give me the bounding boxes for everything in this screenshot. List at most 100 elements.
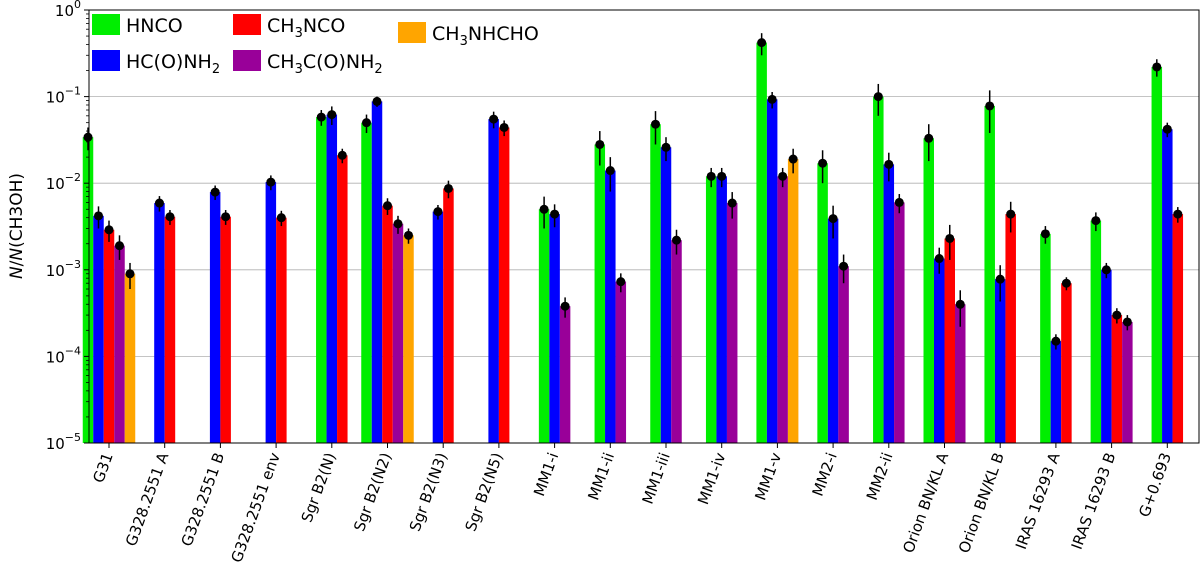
data-point — [884, 159, 894, 169]
error-bars — [83, 33, 1183, 350]
bar-hc-o-nh2 — [549, 214, 560, 443]
data-point — [1112, 310, 1122, 320]
data-point — [115, 241, 124, 251]
legend-label: HNCO — [126, 15, 183, 37]
x-tick-label: MM2-i — [809, 450, 841, 498]
data-point — [1101, 265, 1111, 275]
bar-hc-o-nh2 — [1050, 341, 1062, 443]
bar-hc-o-nh2 — [934, 258, 945, 443]
y-tick-label: 10−1 — [46, 85, 81, 107]
bar-hc-o-nh2 — [432, 211, 444, 443]
bar-hc-o-nh2 — [93, 215, 104, 443]
data-point — [955, 299, 965, 309]
bar-ch3c-o-nh2 — [777, 176, 788, 444]
data-point — [489, 114, 499, 124]
bar-ch3c-o-nh2 — [114, 245, 125, 443]
bar-ch3nhcho — [124, 273, 136, 443]
data-point — [83, 132, 93, 142]
bar-hnco — [650, 124, 661, 444]
bar-hc-o-nh2 — [265, 182, 277, 443]
bar-ch3c-o-nh2 — [955, 304, 966, 443]
data-point — [539, 204, 549, 214]
bar-ch3nco — [1061, 283, 1072, 443]
bar-ch3c-o-nh2 — [1122, 321, 1133, 443]
data-point — [125, 269, 135, 279]
bar-hnco — [316, 117, 327, 444]
x-tick-label: MM2-ii — [863, 450, 897, 502]
legend-label: CH3C(O)NH2 — [267, 51, 383, 77]
data-point — [706, 171, 716, 181]
y-tick-label: 10−3 — [46, 258, 81, 280]
bar-hc-o-nh2 — [488, 119, 499, 443]
x-tick-label: MM1-v — [751, 450, 785, 503]
bar-hc-o-nh2 — [883, 164, 895, 443]
x-tick-label: Sgr B2(N) — [298, 450, 340, 525]
data-point — [337, 150, 347, 160]
bar-ch3nco — [337, 155, 348, 443]
legend-label: HC(O)NH2 — [126, 51, 220, 77]
legend-swatch — [398, 22, 426, 43]
y-tick-label: 10−4 — [46, 344, 81, 366]
data-point — [383, 201, 392, 211]
data-point — [757, 38, 767, 48]
x-tick-label: IRAS 16293 B — [1068, 450, 1120, 552]
bar-hc-o-nh2 — [209, 192, 221, 443]
data-point — [221, 212, 231, 222]
legend-swatch — [233, 50, 261, 71]
bar-ch3nhcho — [787, 159, 799, 443]
x-tick-label: Sgr B2(N5) — [462, 450, 507, 533]
data-point — [995, 274, 1005, 284]
data-point — [616, 277, 626, 287]
bar-hnco — [705, 176, 717, 444]
data-point — [393, 219, 403, 229]
bar-hnco — [873, 96, 884, 443]
x-axis: G31 G328.2551 A G328.2551 B G328.2551 env Sg… — [89, 443, 1175, 565]
bar-hnco — [1040, 233, 1051, 443]
data-point — [1122, 317, 1132, 327]
bar-hnco — [756, 42, 767, 443]
bar-hc-o-nh2 — [827, 218, 839, 443]
x-tick-label: MM1-i — [530, 450, 562, 498]
data-point — [945, 233, 955, 243]
bars — [82, 42, 1184, 444]
x-tick-label: G328.2551 B — [178, 450, 229, 548]
data-point — [1162, 124, 1172, 134]
legend-label: CH3NCO — [267, 15, 345, 41]
x-tick-label: Orion BN/KL A — [899, 450, 952, 556]
data-point — [788, 154, 798, 164]
data-point — [717, 171, 727, 181]
bar-hc-o-nh2 — [154, 203, 165, 443]
data-point — [104, 225, 114, 235]
data-point — [1061, 278, 1071, 288]
x-tick-label: G31 — [89, 450, 116, 485]
legend-swatch — [233, 14, 261, 35]
x-tick-label: MM1-ii — [584, 450, 618, 502]
x-tick-label: MM1-iv — [694, 450, 729, 507]
bar-hnco — [82, 137, 94, 443]
data-point — [1040, 229, 1050, 239]
data-point — [266, 177, 276, 187]
bar-hc-o-nh2 — [766, 99, 778, 443]
data-point — [767, 94, 777, 104]
bar-hc-o-nh2 — [326, 114, 338, 443]
data-point — [560, 301, 570, 311]
data-point — [165, 212, 175, 222]
bar-hnco — [817, 163, 828, 444]
legend: HNCO HC(O)NH2 CH3NCO CH3C(O)NH2 CH3NHCHO — [92, 14, 539, 77]
data-point — [362, 118, 371, 128]
plot-frame — [88, 9, 1200, 444]
bar-ch3c-o-nh2 — [838, 266, 849, 443]
y-tick-label: 100 — [55, 0, 81, 20]
data-point — [1152, 62, 1162, 72]
bar-ch3c-o-nh2 — [894, 202, 905, 443]
bar-ch3nco — [276, 217, 287, 443]
data-point — [94, 211, 103, 221]
data-point — [651, 119, 660, 129]
bar-hnco — [594, 144, 606, 443]
x-tick-label: IRAS 16293 A — [1012, 450, 1064, 552]
bar-ch3c-o-nh2 — [392, 223, 404, 443]
data-point — [316, 112, 326, 122]
bar-hnco — [1151, 66, 1163, 443]
x-tick-label: Sgr B2(N3) — [406, 450, 451, 533]
